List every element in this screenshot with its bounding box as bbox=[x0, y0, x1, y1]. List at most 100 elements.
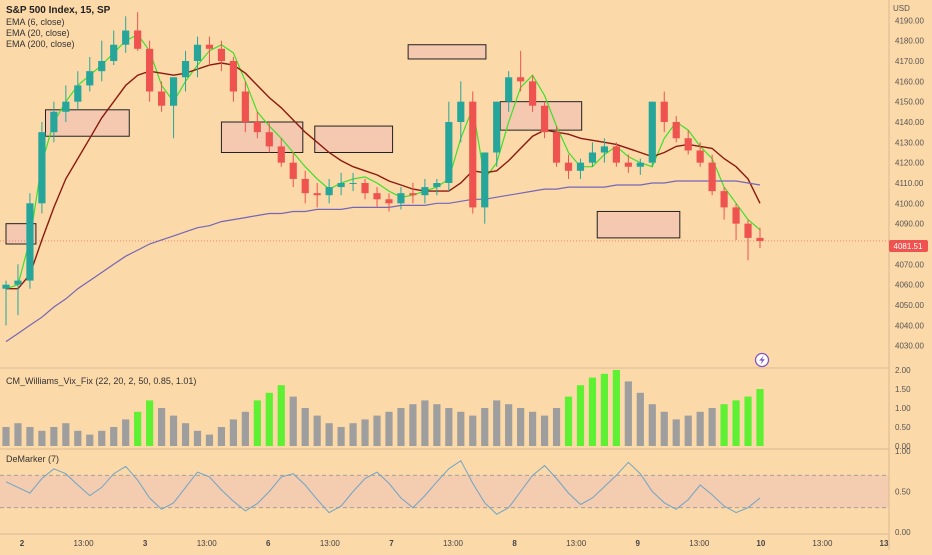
lightning-icon[interactable] bbox=[754, 352, 770, 368]
candle bbox=[684, 130, 692, 155]
candle bbox=[98, 40, 106, 82]
candle-body bbox=[409, 193, 417, 196]
candle bbox=[325, 178, 333, 204]
candle-body bbox=[660, 101, 668, 122]
candle bbox=[265, 122, 273, 153]
candle bbox=[636, 158, 644, 175]
candle bbox=[529, 75, 537, 112]
price-tick-label: 4090.00 bbox=[895, 220, 924, 229]
vix-fix-bar bbox=[277, 385, 285, 446]
candle-body bbox=[373, 193, 381, 200]
vix-fix-bar bbox=[86, 434, 94, 446]
candle bbox=[157, 81, 166, 112]
candle bbox=[313, 183, 321, 208]
vix-fix-bar bbox=[217, 427, 226, 446]
candle-body bbox=[552, 132, 561, 163]
candle bbox=[600, 138, 609, 163]
price-tick-label: 4150.00 bbox=[895, 98, 924, 107]
time-tick-label: 7 bbox=[389, 539, 394, 548]
candle-body bbox=[529, 81, 537, 106]
candle bbox=[134, 12, 142, 51]
candle-body bbox=[708, 162, 716, 192]
candle-body bbox=[86, 71, 94, 86]
vix-fix-bar bbox=[648, 404, 656, 446]
candle bbox=[481, 152, 489, 224]
vix-fix-bar bbox=[146, 400, 154, 446]
candle-body bbox=[169, 77, 178, 106]
vix-fix-bar bbox=[660, 411, 668, 446]
vix-fix-bar bbox=[433, 404, 441, 446]
vix-fix-bar bbox=[517, 408, 525, 446]
candle bbox=[469, 91, 477, 214]
time-tick-label: 13:00 bbox=[443, 539, 464, 548]
time-tick-label: 13:00 bbox=[689, 539, 710, 548]
vix-fix-bar bbox=[457, 411, 465, 446]
price-tick-label: 4130.00 bbox=[895, 138, 924, 147]
candle-body bbox=[493, 101, 501, 153]
candle-body bbox=[14, 280, 22, 285]
candle bbox=[744, 219, 752, 261]
candle-body bbox=[457, 101, 465, 122]
candle-body bbox=[50, 111, 58, 133]
vix-fix-bar bbox=[505, 404, 513, 446]
vix-fix-histogram bbox=[2, 370, 764, 446]
candle-body bbox=[205, 44, 214, 49]
vix-fix-bar bbox=[26, 427, 34, 446]
vix-fix-bar bbox=[552, 408, 561, 446]
vix-tick-label: 1.50 bbox=[895, 385, 911, 394]
time-tick-label: 13:00 bbox=[566, 539, 587, 548]
candle bbox=[433, 178, 441, 196]
candle bbox=[26, 193, 34, 289]
time-tick-label: 13:00 bbox=[74, 539, 95, 548]
candle-body bbox=[289, 162, 297, 179]
vix-fix-bar bbox=[253, 400, 261, 446]
price-tick-label: 4180.00 bbox=[895, 37, 924, 46]
vix-fix-bar bbox=[409, 404, 417, 446]
candle bbox=[457, 81, 465, 143]
vix-fix-bar bbox=[205, 434, 214, 446]
supply-demand-zone bbox=[407, 44, 487, 60]
vix-fix-bar bbox=[529, 411, 537, 446]
vix-fix-bar bbox=[62, 423, 70, 446]
candle bbox=[445, 101, 453, 192]
candle-body bbox=[2, 284, 10, 289]
candle bbox=[720, 187, 728, 220]
demarker-line bbox=[5, 459, 761, 515]
time-tick-label: 10 bbox=[756, 539, 765, 548]
price-tick-label: 4170.00 bbox=[895, 57, 924, 66]
candle bbox=[421, 178, 429, 204]
candle bbox=[708, 154, 716, 196]
vix-fix-bar bbox=[98, 430, 106, 446]
demarker-tick-label: 1.00 bbox=[895, 447, 911, 456]
time-tick-label: 8 bbox=[512, 539, 517, 548]
vix-fix-bar bbox=[313, 415, 321, 446]
supply-demand-zone bbox=[220, 121, 304, 153]
vix-fix-bar bbox=[720, 404, 728, 446]
vix-fix-bar bbox=[576, 385, 585, 446]
vix-fix-bar bbox=[708, 408, 716, 446]
candle bbox=[540, 101, 549, 139]
vix-tick-label: 0.00 bbox=[895, 442, 911, 451]
vix-fix-bar bbox=[397, 408, 405, 446]
vix-fix-bar bbox=[493, 400, 501, 446]
candlesticks bbox=[2, 12, 764, 326]
vix-fix-bar bbox=[193, 430, 202, 446]
vix-fix-bar bbox=[289, 396, 297, 446]
candle bbox=[385, 193, 393, 212]
candle-body bbox=[505, 77, 513, 102]
candle bbox=[110, 30, 118, 66]
ema200-line bbox=[5, 180, 761, 343]
vix-fix-bar bbox=[540, 415, 549, 446]
symbol-title: S&P 500 Index, 15, SP bbox=[6, 5, 111, 16]
candle-body bbox=[301, 178, 309, 194]
candle-body bbox=[122, 30, 130, 45]
candle-body bbox=[421, 187, 429, 196]
demarker-panel bbox=[0, 459, 889, 515]
price-tick-label: 4120.00 bbox=[895, 159, 924, 168]
vix-fix-bar bbox=[732, 400, 740, 446]
price-tick-label: 4060.00 bbox=[895, 281, 924, 290]
candle bbox=[624, 154, 632, 173]
candle bbox=[517, 50, 525, 92]
candle-body bbox=[684, 138, 692, 151]
